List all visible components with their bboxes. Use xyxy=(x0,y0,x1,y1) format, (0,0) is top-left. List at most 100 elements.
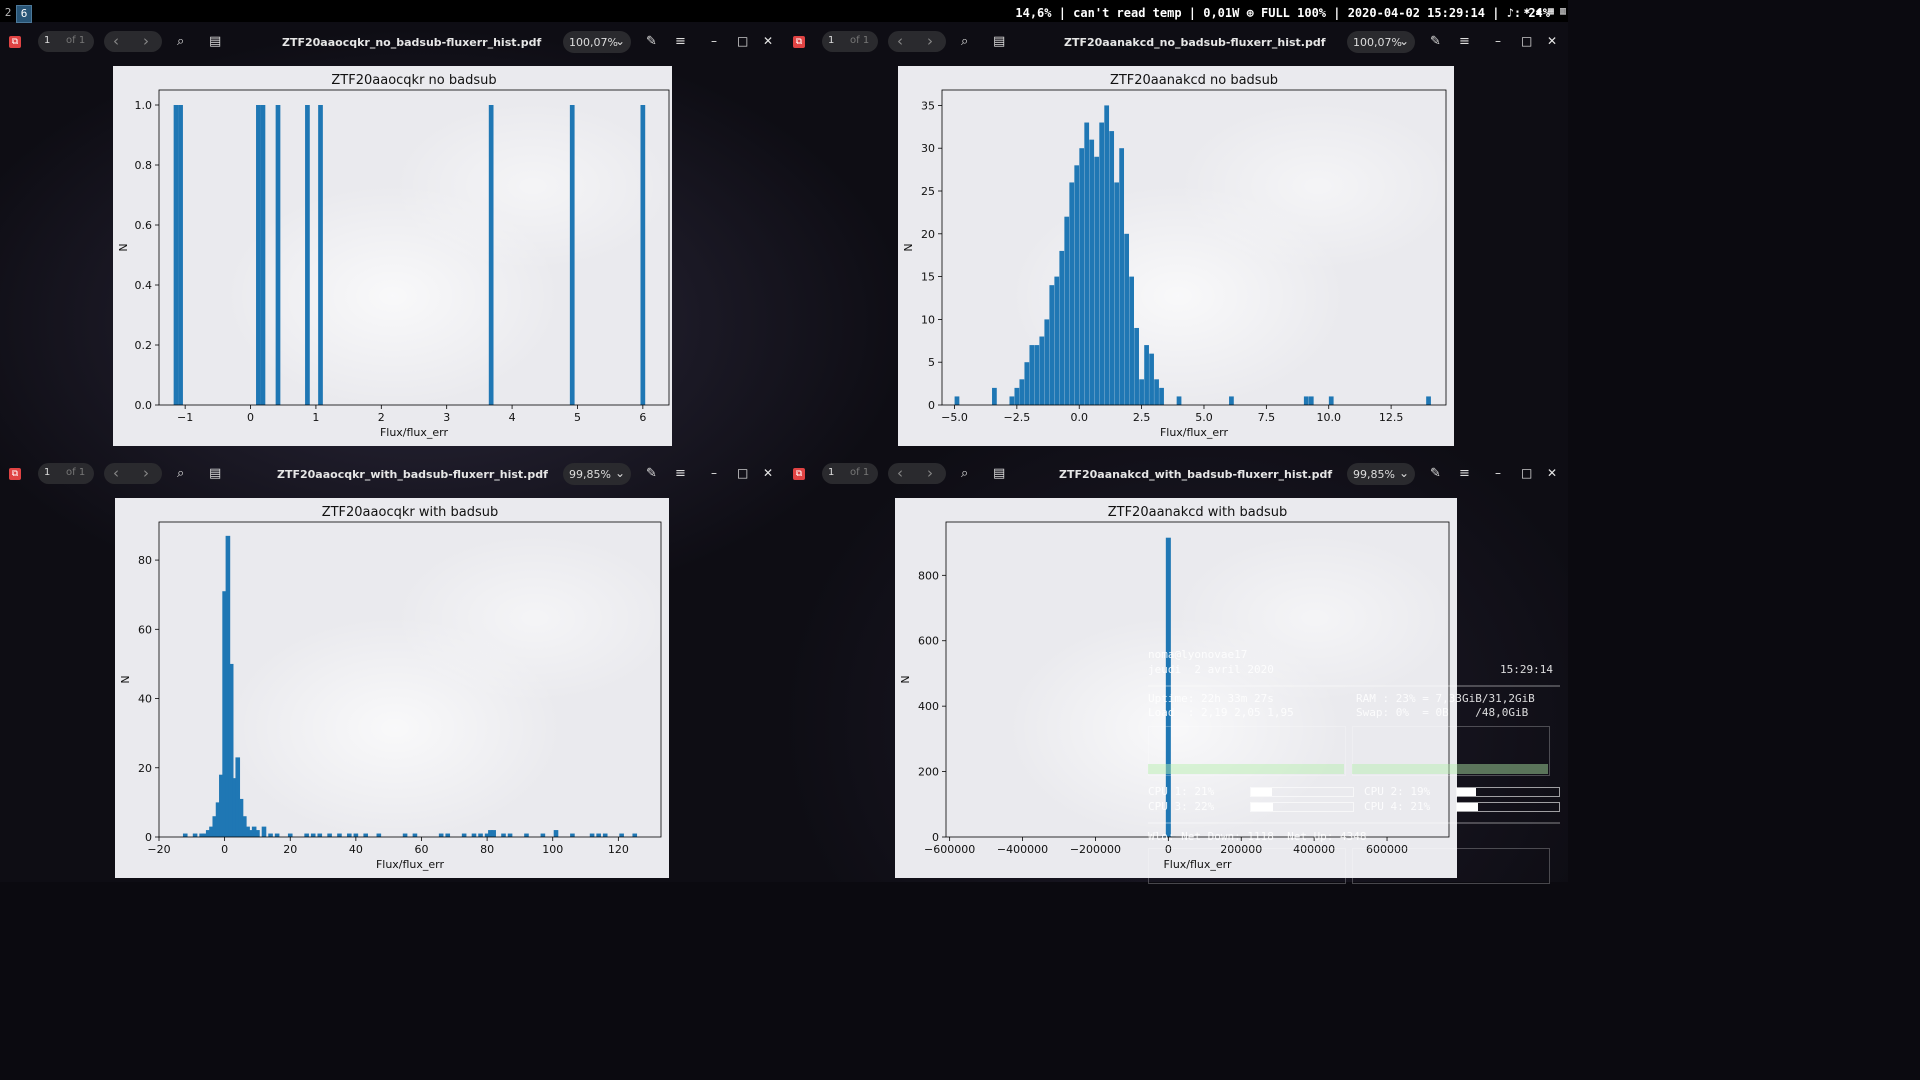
app-icon: ⧉ xyxy=(9,36,21,48)
page-number-input[interactable]: 1 xyxy=(828,35,835,46)
zoom-select[interactable]: 99,85% ⌄ xyxy=(1347,463,1415,485)
annotate-icon[interactable]: ✎ xyxy=(646,34,657,49)
histogram-bar xyxy=(507,833,513,837)
y-axis-label: N xyxy=(119,675,132,683)
close-icon[interactable]: ✕ xyxy=(1547,34,1558,48)
status-text: 14,6% | can't read temp | 0,01W ⊕ FULL 1… xyxy=(1015,6,1550,20)
menu-icon[interactable]: ≡ xyxy=(675,466,686,481)
next-page-icon[interactable]: › xyxy=(927,32,933,50)
sidebar-toggle-icon[interactable]: ▤ xyxy=(209,466,222,481)
conky-cpu3-bar xyxy=(1250,802,1354,812)
page-number-input[interactable]: 1 xyxy=(44,35,51,46)
annotate-icon[interactable]: ✎ xyxy=(646,466,657,481)
pdf-viewer-window-2: ⧉ 1 of 1 ‹ › ⌕ ▤ ZTF20aanakcd_no_badsub-fluxerr… xyxy=(784,22,1568,452)
sidebar-toggle-icon[interactable]: ▤ xyxy=(209,34,222,49)
histogram-bar xyxy=(215,802,221,837)
conky-mem-graph xyxy=(1352,764,1548,774)
histogram-bar xyxy=(632,833,638,837)
histogram-bar xyxy=(569,105,575,405)
workspace-button-2[interactable]: 6 xyxy=(16,5,32,23)
zoom-select[interactable]: 100,07% ⌄ xyxy=(563,31,631,53)
viewer-toolbar: ⧉ 1 of 1 ‹ › ⌕ ▤ ZTF20aaocqkr_with_badsub-fluxe… xyxy=(0,454,784,494)
workspace-button-1[interactable]: 2 xyxy=(4,6,12,19)
zoom-select[interactable]: 99,85% ⌄ xyxy=(563,463,631,485)
histogram-bar xyxy=(491,830,496,837)
maximize-icon[interactable]: □ xyxy=(737,466,749,480)
search-icon[interactable]: ⌕ xyxy=(177,466,185,481)
search-icon[interactable]: ⌕ xyxy=(177,34,185,49)
conky-swap: Swap: 0% = 0B /48,0GiB xyxy=(1356,706,1529,719)
histogram-bar xyxy=(1044,319,1050,405)
page-number-field[interactable]: 1 of 1 xyxy=(822,463,878,484)
histogram-bar xyxy=(255,830,260,837)
conky-uptime: Uptime: 22h 33m 27s xyxy=(1148,692,1274,705)
viewer-toolbar: ⧉ 1 of 1 ‹ › ⌕ ▤ ZTF20aanakcd_no_badsub-fluxerr… xyxy=(784,22,1568,62)
annotate-icon[interactable]: ✎ xyxy=(1430,34,1441,49)
search-icon[interactable]: ⌕ xyxy=(961,466,969,481)
histogram-bar xyxy=(488,830,493,837)
y-tick-label: 1.0 xyxy=(135,99,153,112)
next-page-icon[interactable]: › xyxy=(927,464,933,482)
x-tick-label: 600000 xyxy=(1366,843,1408,856)
y-axis-label: N xyxy=(899,675,912,683)
close-icon[interactable]: ✕ xyxy=(1547,466,1558,480)
x-tick-label: 0 xyxy=(247,411,254,424)
annotate-icon[interactable]: ✎ xyxy=(1430,466,1441,481)
sidebar-toggle-icon[interactable]: ▤ xyxy=(993,466,1006,481)
histogram-bar xyxy=(992,387,997,405)
maximize-icon[interactable]: □ xyxy=(737,34,749,48)
system-monitor-overlay: noma@lyonovae17 jeudi 2 avril 2020 15:29… xyxy=(1148,644,1568,884)
conky-cpu1: CPU 1: 21% xyxy=(1148,785,1215,798)
histogram-bar xyxy=(602,833,608,837)
pdf-viewer-window-3: ⧉ 1 of 1 ‹ › ⌕ ▤ ZTF20aaocqkr_with_badsub-fluxe… xyxy=(0,454,784,882)
search-icon[interactable]: ⌕ xyxy=(961,34,969,49)
histogram-bar xyxy=(540,833,546,837)
zoom-select[interactable]: 100,07% ⌄ xyxy=(1347,31,1415,53)
previous-page-icon[interactable]: ‹ xyxy=(113,32,119,50)
close-icon[interactable]: ✕ xyxy=(763,34,774,48)
previous-page-icon[interactable]: ‹ xyxy=(897,32,903,50)
document-title: ZTF20aanakcd_with_badsub-fluxerr_hist.pd… xyxy=(1059,468,1333,481)
page-count: of 1 xyxy=(66,467,86,478)
next-page-icon[interactable]: › xyxy=(143,32,149,50)
conky-mem-graph-box xyxy=(1352,726,1550,776)
histogram-bar xyxy=(1039,336,1045,405)
minimize-icon[interactable]: – xyxy=(1495,466,1501,480)
histogram-bar xyxy=(1159,387,1164,405)
maximize-icon[interactable]: □ xyxy=(1521,466,1533,480)
histogram-bar xyxy=(1119,148,1125,405)
y-tick-label: 20 xyxy=(138,762,152,775)
menu-icon[interactable]: ≡ xyxy=(1459,34,1470,49)
histogram-bar xyxy=(1014,387,1020,405)
minimize-icon[interactable]: – xyxy=(711,466,717,480)
next-page-icon[interactable]: › xyxy=(143,464,149,482)
sidebar-toggle-icon[interactable]: ▤ xyxy=(993,34,1006,49)
close-icon[interactable]: ✕ xyxy=(763,466,774,480)
minimize-icon[interactable]: – xyxy=(711,34,717,48)
y-tick-label: 0.0 xyxy=(135,399,153,412)
page-number-input[interactable]: 1 xyxy=(828,467,835,478)
x-tick-label: −600000 xyxy=(924,843,975,856)
y-tick-label: 600 xyxy=(918,635,939,648)
histogram-bar xyxy=(205,830,211,837)
histogram-chart: ZTF20aaocqkr with badsub−20 0 20 40 60 80 100 1… xyxy=(119,505,662,871)
x-tick-label: 0 xyxy=(1165,843,1172,856)
histogram-bar xyxy=(248,830,254,837)
page-number-field[interactable]: 1 of 1 xyxy=(38,463,94,484)
menu-icon[interactable]: ≡ xyxy=(675,34,686,49)
conky-date: jeudi 2 avril 2020 xyxy=(1148,663,1274,676)
page-number-input[interactable]: 1 xyxy=(44,467,51,478)
menu-icon[interactable]: ≡ xyxy=(1459,466,1470,481)
histogram-bar xyxy=(1094,156,1100,405)
plot-frame xyxy=(158,521,662,838)
chart-title: ZTF20aanakcd no badsub xyxy=(1110,73,1278,88)
page-count: of 1 xyxy=(66,35,86,46)
y-tick-label: 25 xyxy=(921,185,935,198)
page-number-field[interactable]: 1 of 1 xyxy=(822,31,878,52)
previous-page-icon[interactable]: ‹ xyxy=(113,464,119,482)
page-number-field[interactable]: 1 of 1 xyxy=(38,31,94,52)
maximize-icon[interactable]: □ xyxy=(1521,34,1533,48)
minimize-icon[interactable]: – xyxy=(1495,34,1501,48)
previous-page-icon[interactable]: ‹ xyxy=(897,464,903,482)
histogram-bar xyxy=(570,833,575,837)
